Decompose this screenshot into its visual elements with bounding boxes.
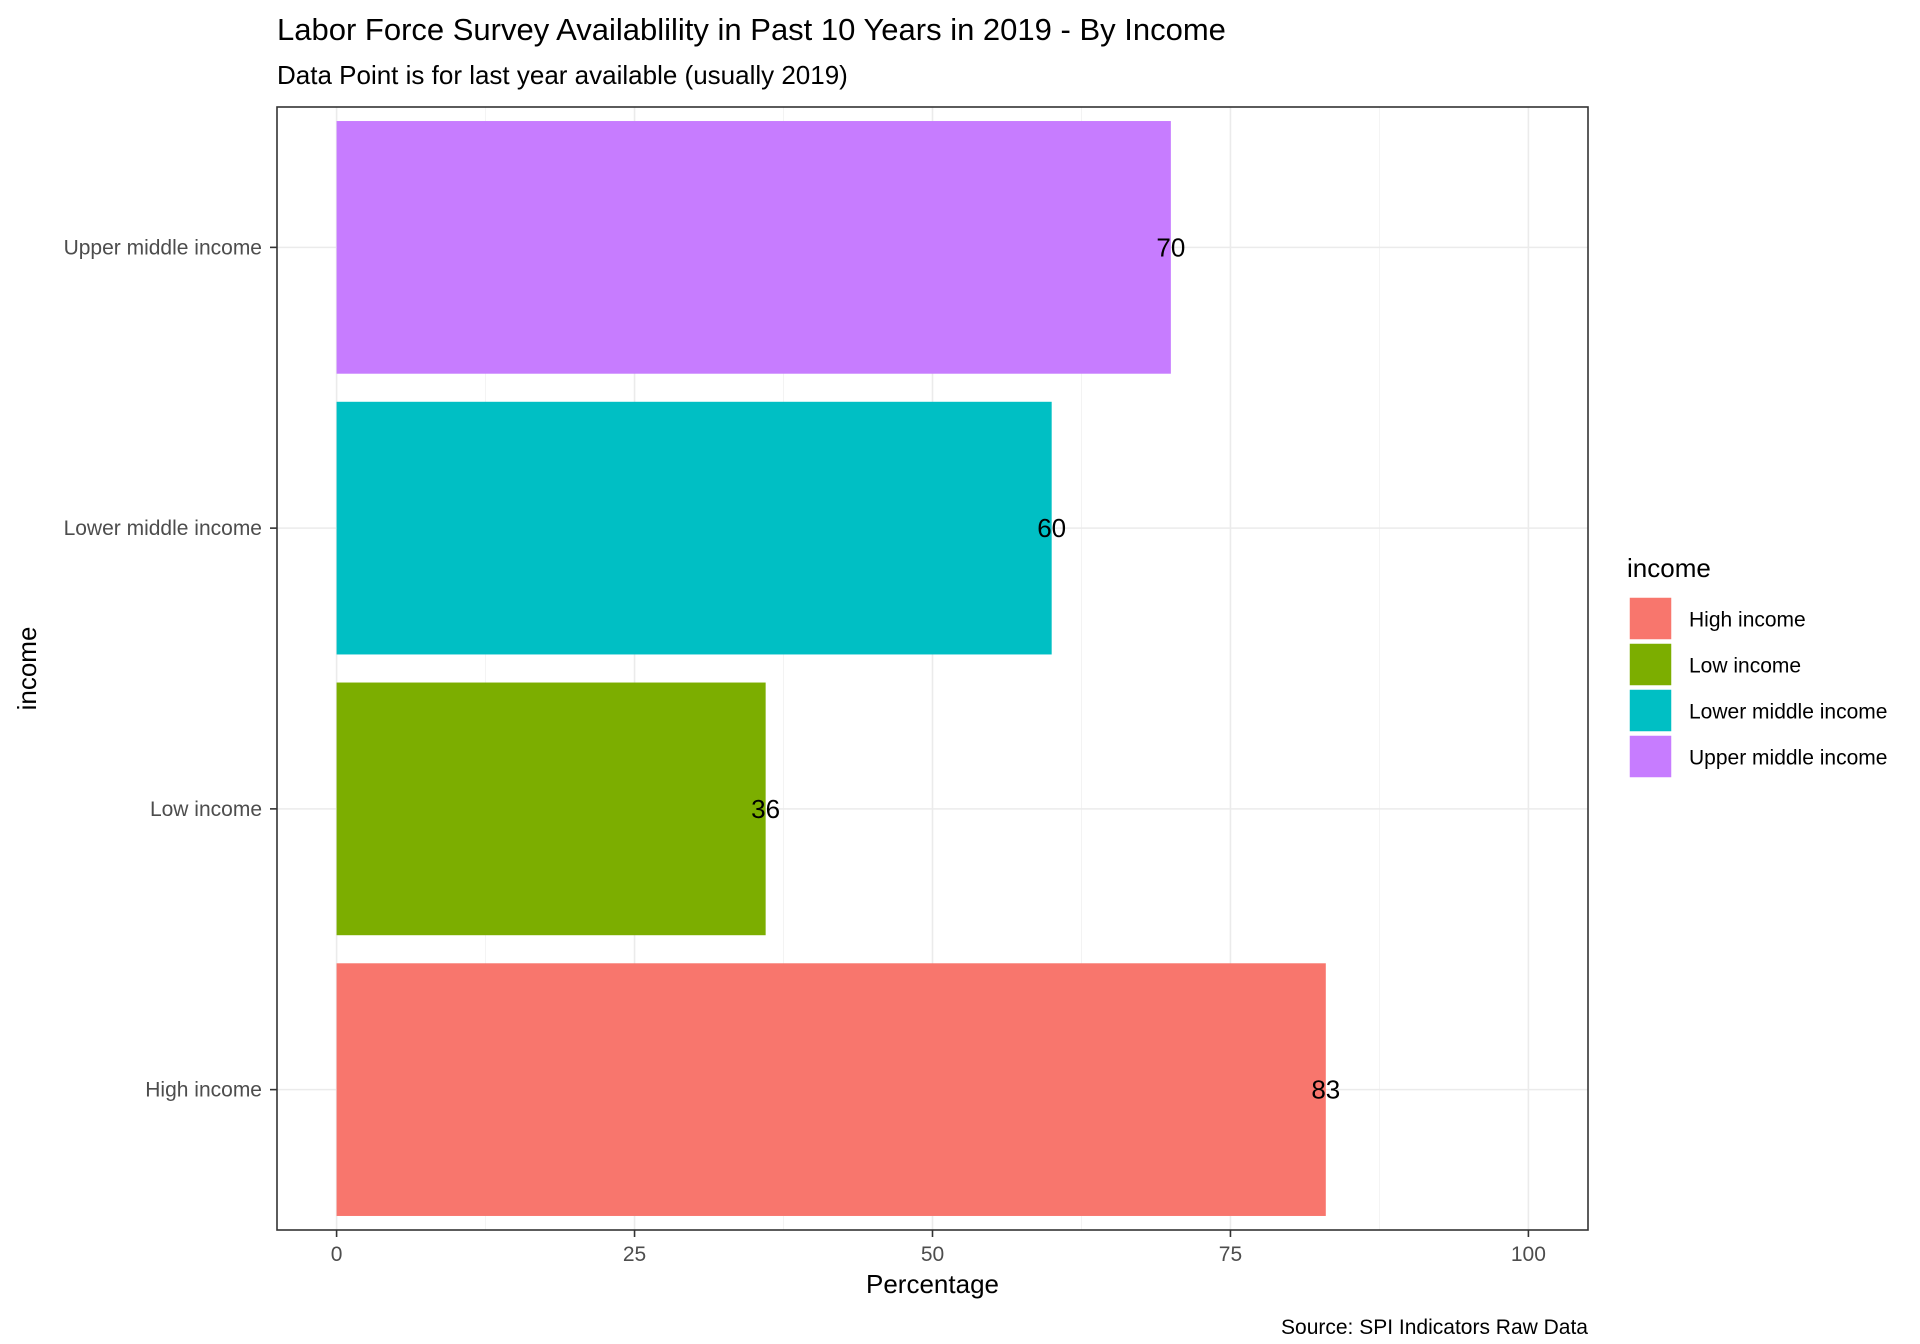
y-tick-label: High income [145, 1079, 262, 1102]
y-axis-title: income [12, 627, 42, 711]
y-tick-label: Upper middle income [64, 236, 262, 259]
legend: income High income Low income Lower middle… [1627, 553, 1887, 779]
bar [336, 401, 1052, 655]
legend-label: High income [1689, 609, 1806, 632]
bar [336, 963, 1326, 1216]
y-axis-ticks: High income Low income Lower middle income… [64, 236, 277, 1102]
x-axis-ticks: 0 25 50 75 100 [331, 1230, 1546, 1266]
chart-caption: Source: SPI Indicators Raw Data [1281, 1316, 1588, 1339]
bar-value-label: 36 [751, 794, 780, 824]
legend-label: Upper middle income [1689, 747, 1887, 770]
legend-key [1628, 734, 1673, 779]
y-tick-label: Lower middle income [64, 517, 262, 540]
bar-value-label: 70 [1156, 232, 1185, 262]
legend-title: income [1627, 553, 1711, 583]
x-tick-label: 50 [921, 1243, 944, 1266]
x-axis-title: Percentage [866, 1269, 999, 1299]
chart-title: Labor Force Survey Availablility in Past… [277, 12, 1226, 47]
bar [336, 121, 1171, 374]
bar-value-label: 60 [1037, 513, 1066, 543]
x-tick-label: 100 [1511, 1243, 1546, 1266]
x-tick-label: 0 [331, 1243, 343, 1266]
y-tick-label: Low income [150, 798, 262, 821]
bar [336, 682, 766, 936]
legend-label: Lower middle income [1689, 701, 1887, 724]
legend-label: Low income [1689, 655, 1801, 678]
data-labels: 83 36 60 70 [751, 232, 1340, 1104]
legend-key [1628, 596, 1673, 641]
bar-value-label: 83 [1311, 1075, 1340, 1105]
chart-subtitle: Data Point is for last year available (u… [277, 60, 848, 90]
legend-key [1628, 688, 1673, 733]
legend-key [1628, 642, 1673, 687]
x-tick-label: 25 [623, 1243, 646, 1266]
x-tick-label: 75 [1219, 1243, 1242, 1266]
bars [336, 121, 1326, 1216]
